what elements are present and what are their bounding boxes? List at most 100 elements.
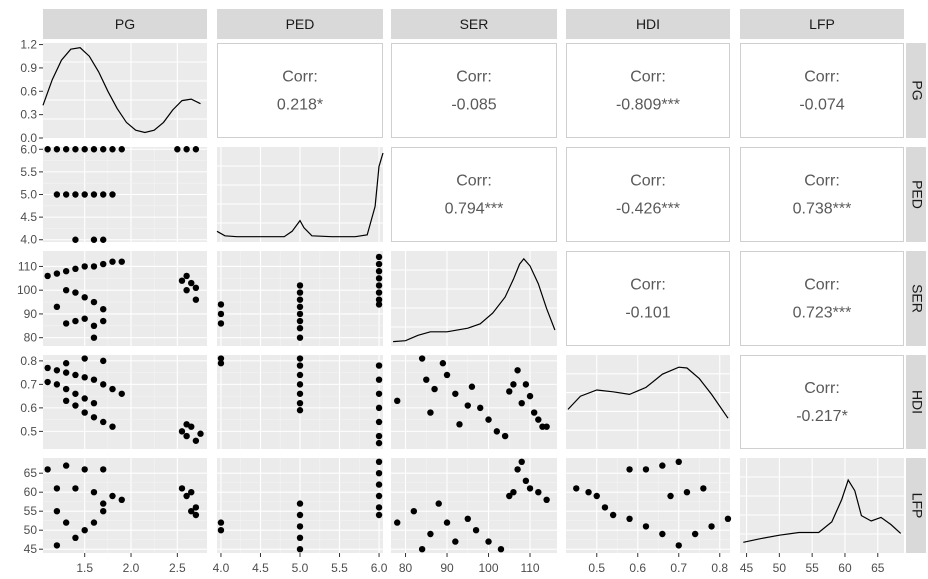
strip-right-label-ped: PED xyxy=(909,180,925,209)
y-tick-label-lfp: 55 xyxy=(24,504,38,518)
data-point xyxy=(659,530,666,538)
y-tick-label-ped: 5.0 xyxy=(20,188,37,202)
data-point xyxy=(497,546,505,553)
data-point xyxy=(90,399,98,407)
panel-bg-ser-pg xyxy=(43,251,207,346)
scatter-points-hdi-pg xyxy=(44,355,204,444)
corr-value-hdi-lfp: -0.217* xyxy=(796,408,848,425)
data-point xyxy=(375,275,383,282)
data-point xyxy=(72,191,79,198)
data-point xyxy=(506,388,513,395)
panel-grid-pg-pg xyxy=(43,43,207,138)
y-tick-label-pg: 0.0 xyxy=(20,131,37,145)
data-point xyxy=(217,360,225,367)
data-point xyxy=(90,263,98,270)
data-point xyxy=(675,542,682,549)
data-point xyxy=(477,404,484,412)
data-point xyxy=(296,511,304,519)
data-point xyxy=(296,355,304,362)
data-point xyxy=(81,527,88,534)
data-point xyxy=(53,508,61,515)
data-point xyxy=(375,432,383,440)
x-tick-label-ser: 100 xyxy=(479,561,499,575)
data-point xyxy=(683,489,691,496)
y-tick-label-hdi: 0.5 xyxy=(20,424,37,438)
data-point xyxy=(183,146,190,153)
data-point xyxy=(53,381,61,388)
data-point xyxy=(375,296,383,303)
strip-right-ped xyxy=(906,147,926,242)
data-point xyxy=(81,409,88,416)
data-point xyxy=(81,315,88,322)
data-point xyxy=(296,546,304,553)
panel-bg-lfp-ser xyxy=(391,458,557,553)
corr-value-ped-ser: 0.794*** xyxy=(445,201,504,218)
data-point xyxy=(192,284,200,292)
data-point xyxy=(183,492,190,500)
data-point xyxy=(375,362,383,369)
y-tick-label-ser: 90 xyxy=(24,307,38,321)
strip-top-label-hdi: HDI xyxy=(636,16,660,32)
strip-right-label-hdi: HDI xyxy=(909,390,925,414)
data-point xyxy=(514,367,521,374)
x-tick-label-lfp: 45 xyxy=(740,561,754,575)
data-point xyxy=(178,485,186,492)
corr-label-hdi-lfp: Corr: xyxy=(804,380,840,397)
data-point xyxy=(418,355,426,362)
data-point xyxy=(375,260,383,268)
data-point xyxy=(62,191,70,198)
y-tick-label-hdi: 0.8 xyxy=(20,354,37,368)
panel-grid-lfp-ser xyxy=(391,458,557,553)
corr-value-ped-hdi: -0.426*** xyxy=(616,201,680,218)
panel-bg-hdi-hdi xyxy=(566,355,730,449)
data-point xyxy=(72,146,79,153)
strip-top-pg xyxy=(43,9,207,39)
x-tick-label-hdi: 0.6 xyxy=(629,561,646,575)
x-tick-label-ped: 4.0 xyxy=(213,561,230,575)
data-point xyxy=(585,489,592,496)
corr-label-ped-ser: Corr: xyxy=(456,173,492,190)
data-point xyxy=(296,282,304,289)
data-point xyxy=(510,381,517,388)
data-point xyxy=(601,504,609,511)
data-point xyxy=(456,421,463,428)
data-point xyxy=(296,500,304,507)
data-point xyxy=(485,416,492,423)
y-tick-label-lfp: 65 xyxy=(24,466,38,480)
data-point xyxy=(217,310,225,318)
corr-value-pg-ped: 0.218* xyxy=(277,97,323,114)
corr-label-ped-lfp: Corr: xyxy=(804,173,840,190)
data-point xyxy=(90,414,98,421)
x-tick-label-pg: 2.0 xyxy=(123,561,140,575)
data-point xyxy=(100,381,107,388)
panel-grid-lfp-lfp xyxy=(740,458,904,553)
data-point xyxy=(72,317,79,325)
data-point xyxy=(188,489,195,496)
x-tick-label-ped: 5.5 xyxy=(331,561,348,575)
y-tick-label-pg: 1.2 xyxy=(20,38,37,52)
data-point xyxy=(62,519,70,526)
panel-bg-hdi-ser xyxy=(391,355,557,449)
corr-panel-hdi-lfp xyxy=(740,355,904,449)
data-point xyxy=(81,191,88,198)
data-point xyxy=(81,263,88,270)
data-point xyxy=(118,496,125,503)
data-point xyxy=(53,191,61,198)
data-point xyxy=(72,265,79,273)
strip-top-label-pg: PG xyxy=(115,16,135,32)
corr-value-ser-lfp: 0.723*** xyxy=(793,305,852,322)
data-point xyxy=(109,423,116,430)
data-point xyxy=(659,462,666,469)
data-point xyxy=(296,362,304,369)
data-point xyxy=(62,320,70,327)
data-point xyxy=(100,236,107,243)
data-point xyxy=(375,282,383,289)
density-curve-hdi xyxy=(567,366,729,419)
corr-label-pg-hdi: Corr: xyxy=(630,69,666,86)
data-point xyxy=(375,267,383,275)
data-point xyxy=(118,390,125,397)
panel-bg-lfp-hdi xyxy=(566,458,730,553)
data-point xyxy=(53,485,61,492)
data-point xyxy=(435,500,442,507)
